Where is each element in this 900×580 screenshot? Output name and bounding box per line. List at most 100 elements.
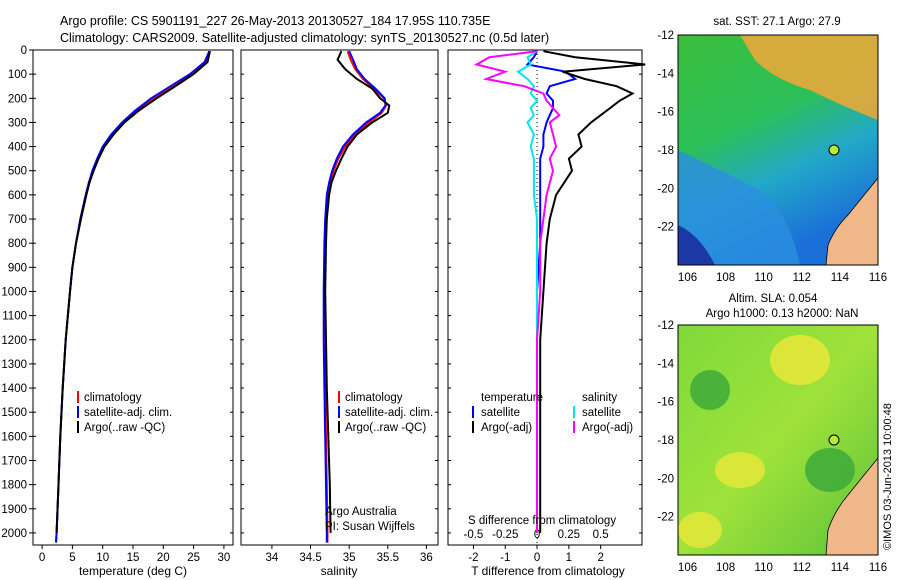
legend-temperature-title: temperature xyxy=(481,392,543,404)
temperature-x-tick-label: 15 xyxy=(127,552,140,564)
map-x-tick-label: 110 xyxy=(755,562,773,574)
sla-high-patch xyxy=(715,452,765,488)
salinity-x-tick-label: 34.5 xyxy=(299,552,321,564)
temperature-x-tick-label: 0 xyxy=(39,552,45,564)
salinity-series-line-climatology xyxy=(323,50,388,543)
difference-x-tick-label: 2 xyxy=(597,552,603,564)
temperature-xlabel: temperature (deg C) xyxy=(79,564,187,578)
map-x-tick-label: 112 xyxy=(793,562,811,574)
map-y-tick-label: -20 xyxy=(657,473,674,485)
map-x-tick-label: 108 xyxy=(716,272,735,284)
salinity-x-tick-label: 36 xyxy=(420,552,433,564)
legend-satellite-label: satellite-adj. clim. xyxy=(84,407,172,419)
s-difference-tick-label: -0.5 xyxy=(464,529,484,541)
difference-series-line-t-satellite xyxy=(525,50,578,533)
depth-tick-label: 1700 xyxy=(1,455,27,467)
legend-s-argo-label: Argo(-adj) xyxy=(582,422,633,434)
temperature-x-tick-label: 10 xyxy=(96,552,109,564)
imos-timestamp: ©IMOS 03-Jun-2013 10:00:48 xyxy=(882,403,894,550)
difference-x-tick-label: 0 xyxy=(534,552,540,564)
sla-low-patch xyxy=(690,370,730,410)
header-line1: Argo profile: CS 5901191_227 26-May-2013… xyxy=(60,14,490,28)
sla-map-subtitle: Argo h1000: 0.13 h2000: NaN xyxy=(706,308,859,320)
map-y-tick-label: -16 xyxy=(657,107,674,119)
map-y-tick-label: -14 xyxy=(657,68,674,80)
s-difference-label: S difference from climatology xyxy=(468,515,616,527)
header-line2: Climatology: CARS2009. Satellite-adjuste… xyxy=(60,31,549,45)
legend-climatology-label: climatology xyxy=(345,392,403,404)
map-x-tick-label: 116 xyxy=(869,562,887,574)
salinity-legend: climatology satellite-adj. clim. Argo(..… xyxy=(325,391,433,533)
sst-map: sat. SST: 27.1 Argo: 27.9 xyxy=(677,16,879,266)
depth-tick-label: 1300 xyxy=(1,359,27,371)
difference-series-line-t-argo-adj- xyxy=(539,50,646,533)
sla-land xyxy=(825,456,879,556)
legend-climatology-label: climatology xyxy=(84,392,142,404)
salinity-x-tick-label: 35.5 xyxy=(377,552,399,564)
sst-map-title: sat. SST: 27.1 Argo: 27.9 xyxy=(713,16,840,28)
sla-map-frame xyxy=(677,324,879,556)
map-x-tick-label: 112 xyxy=(793,272,811,284)
depth-tick-label: 2000 xyxy=(1,528,27,540)
salinity-x-tick-label: 35 xyxy=(343,552,356,564)
s-difference-tick-label: -0.25 xyxy=(492,529,518,541)
sst-warm-region xyxy=(740,35,878,120)
legend-t-argo-label: Argo(-adj) xyxy=(481,422,532,434)
depth-tick-label: 400 xyxy=(8,142,27,154)
map-x-tick-label: 116 xyxy=(869,272,887,284)
depth-tick-label: 1000 xyxy=(1,286,27,298)
depth-tick-label: 900 xyxy=(8,262,27,274)
map-y-tick-label: -18 xyxy=(657,435,674,447)
difference-x-tick-label: 1 xyxy=(566,552,572,564)
map-y-tick-label: -12 xyxy=(657,30,674,42)
depth-tick-label: 1800 xyxy=(1,480,27,492)
depth-tick-label: 1200 xyxy=(1,335,27,347)
depth-tick-label: 700 xyxy=(8,214,27,226)
depth-tick-label: 0 xyxy=(21,45,27,57)
map-y-tick-label: -22 xyxy=(657,222,674,234)
salinity-series-line-satellite-adj-clim- xyxy=(322,50,387,543)
depth-tick-label: 300 xyxy=(8,117,27,129)
map-y-tick-label: -18 xyxy=(657,145,674,157)
difference-series-line-s-satellite xyxy=(516,50,539,533)
depth-tick-label: 1600 xyxy=(1,431,27,443)
s-difference-tick-label: 0 xyxy=(534,529,540,541)
sst-argo-marker xyxy=(828,144,840,156)
temperature-panel-frame xyxy=(32,49,234,546)
depth-tick-label: 500 xyxy=(8,166,27,178)
series-layer xyxy=(55,50,646,543)
depth-tick-label: 1400 xyxy=(1,383,27,395)
map-y-tick-label: -16 xyxy=(657,397,674,409)
difference-x-tick-label: -1 xyxy=(500,552,510,564)
sst-cold-corner xyxy=(678,225,715,265)
depth-tick-label: 100 xyxy=(8,69,27,81)
map-x-tick-label: 114 xyxy=(831,272,850,284)
s-difference-tick-label: 0.5 xyxy=(593,529,609,541)
depth-tick-label: 1900 xyxy=(1,504,27,516)
temperature-x-tick-label: 25 xyxy=(187,552,200,564)
legend-argo-label: Argo(..raw -QC) xyxy=(84,422,165,434)
map-y-tick-label: -14 xyxy=(657,358,674,370)
salinity-panel-frame xyxy=(240,49,439,546)
difference-series-line-s-argo-adj- xyxy=(473,50,561,533)
sst-map-frame xyxy=(677,34,879,266)
sla-argo-marker xyxy=(828,434,840,446)
temperature-series-line-climatology xyxy=(55,50,211,543)
t-difference-xlabel: T difference from climatology xyxy=(471,564,625,578)
sst-cool-region xyxy=(678,150,800,265)
sst-land xyxy=(825,176,879,266)
sla-map-title: Altim. SLA: 0.054 xyxy=(729,293,818,305)
salinity-xlabel: salinity xyxy=(321,564,358,578)
temperature-x-tick-label: 30 xyxy=(218,552,231,564)
depth-tick-label: 200 xyxy=(8,93,27,105)
difference-legend: temperature salinity satellite Argo(-adj… xyxy=(468,392,633,527)
temperature-series-line-satellite-adj-clim- xyxy=(55,50,211,543)
depth-tick-label: 800 xyxy=(8,238,27,250)
legend-argo-label: Argo(..raw -QC) xyxy=(345,422,426,434)
map-y-tick-label: -20 xyxy=(657,183,674,195)
difference-x-tick-label: -2 xyxy=(468,552,478,564)
legend-salinity-title: salinity xyxy=(582,392,617,404)
legend-s-satellite-label: satellite xyxy=(582,407,621,419)
sla-map: Altim. SLA: 0.054 Argo h1000: 0.13 h2000… xyxy=(677,293,879,556)
